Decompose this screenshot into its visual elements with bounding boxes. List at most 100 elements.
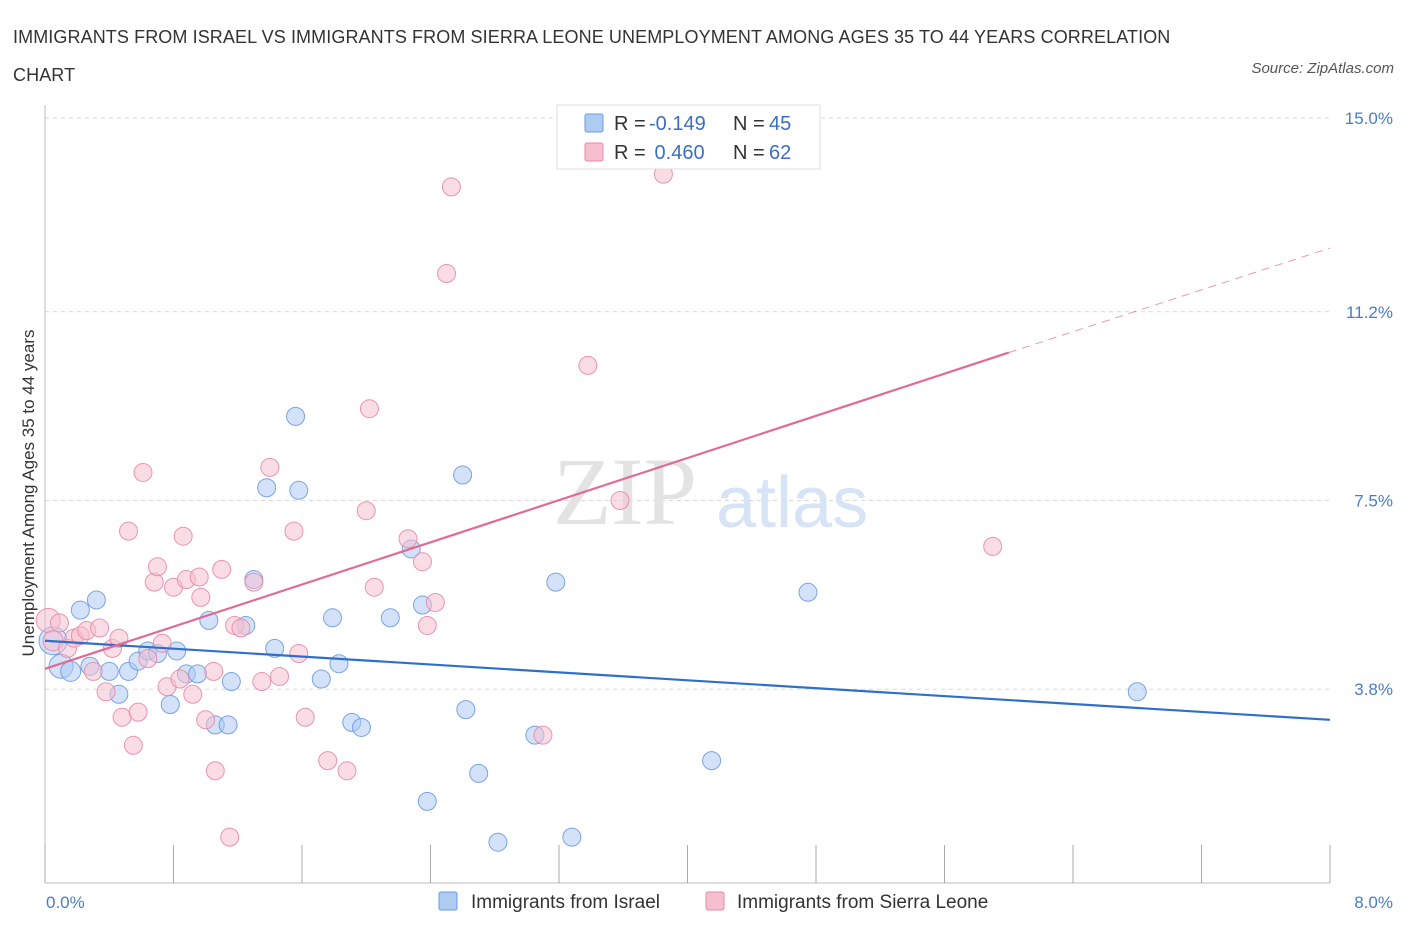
sierra-leone-point — [398, 529, 418, 549]
sierra-leone-point — [260, 457, 280, 477]
sierra-leone-point — [578, 355, 598, 375]
sierra-leone-point — [359, 399, 379, 419]
legend-sierra-r-label: R = — [614, 142, 646, 164]
sierra-leone-point — [412, 552, 432, 572]
israel-point — [456, 700, 476, 720]
bottom-legend: Immigrants from Israel Immigrants from S… — [438, 891, 988, 913]
sierra-leone-point — [123, 735, 143, 755]
israel-point — [562, 827, 582, 847]
y-tick-label: 7.5% — [1354, 492, 1393, 511]
israel-point — [286, 406, 306, 426]
chart-title: IMMIGRANTS FROM ISRAEL VS IMMIGRANTS FRO… — [13, 27, 1171, 85]
sierra-leone-point — [270, 666, 290, 686]
israel-point — [1127, 682, 1147, 702]
trend-layer — [44, 247, 1331, 721]
sierra-leone-point — [533, 725, 553, 745]
israel-point — [469, 763, 489, 783]
y-axis-title: Unemployment Among Ages 35 to 44 years — [19, 330, 38, 657]
sierra-leone-point — [128, 702, 148, 722]
legend-israel-n-value: 45 — [769, 113, 791, 135]
watermark: ZIP atlas — [553, 438, 868, 545]
israel-point — [86, 590, 106, 610]
sierra-leone-point — [212, 559, 232, 579]
sierra-leone-point — [437, 264, 457, 284]
sierra-leone-point — [231, 618, 251, 638]
legend-israel-r-value: -0.149 — [649, 113, 706, 135]
legend-sierra-swatch — [584, 142, 604, 162]
sierra-leone-point — [204, 661, 224, 681]
sierra-leone-point — [183, 684, 203, 704]
legend-israel-swatch — [584, 113, 604, 133]
x-tick-label: 0.0% — [46, 893, 85, 912]
sierra-leone-point — [983, 536, 1003, 556]
israel-point — [257, 478, 277, 498]
israel-point — [798, 582, 818, 602]
israel-point — [311, 669, 331, 689]
sierra-leone-point — [173, 526, 193, 546]
sierra-leone-point — [83, 661, 103, 681]
y-tick-label: 15.0% — [1345, 109, 1393, 128]
legend-sierra-n-value: 62 — [769, 142, 791, 164]
x-tick-label: 8.0% — [1354, 893, 1393, 912]
y-tick-label: 3.8% — [1354, 680, 1393, 699]
israel-point — [221, 672, 241, 692]
bottom-legend-israel-label: Immigrants from Israel — [471, 892, 660, 913]
sierra-leone-point — [144, 572, 164, 592]
sierra-leone-point — [425, 593, 445, 612]
sierra-leone-point — [337, 761, 357, 781]
israel-point — [218, 715, 238, 735]
sierra-leone-point — [318, 751, 338, 771]
israel-point — [99, 661, 119, 681]
bottom-legend-sierra-swatch — [705, 891, 725, 911]
chart-source: Source: ZipAtlas.com — [1251, 60, 1394, 77]
bottom-legend-israel-swatch — [438, 891, 458, 911]
legend-israel-n-label: N = — [733, 113, 765, 135]
y-tick-label: 11.2% — [1346, 303, 1393, 322]
sierra-leone-point — [138, 649, 158, 669]
sierra-leone-point — [170, 669, 190, 689]
grid-layer — [45, 117, 1330, 690]
sierra-leone-point — [112, 707, 132, 727]
sierra-leone-point — [147, 557, 167, 577]
israel-point — [60, 660, 82, 682]
sierra-leone-point — [220, 827, 240, 847]
sierra-leone-point — [133, 462, 153, 482]
sierra-leone-point — [205, 761, 225, 781]
sierra-leone-point — [96, 682, 116, 702]
sierra-leone-point — [284, 521, 304, 541]
israel-point — [265, 638, 285, 658]
sierra-leone-point — [196, 710, 216, 730]
watermark-zip: ZIP — [553, 438, 697, 545]
sierra-leone-point — [295, 707, 315, 727]
sierra-leone-point — [417, 615, 437, 635]
sierra-leone-point — [49, 613, 69, 633]
sierra-leone-point — [191, 587, 211, 607]
israel-point — [188, 664, 208, 684]
israel-point — [70, 600, 90, 620]
sierra-leone-point — [441, 177, 461, 197]
israel-point — [351, 717, 371, 737]
israel-point — [546, 572, 566, 592]
sierra-leone-point — [244, 572, 264, 592]
israel-point — [417, 791, 437, 811]
israel-point — [702, 751, 722, 771]
legend-sierra-r-value: 0.460 — [649, 142, 705, 164]
sierra-leone-point — [90, 618, 110, 638]
sierra-leone-point — [119, 521, 139, 541]
axis-layer: 3.8% 7.5% 11.2% 15.0% 0.0% 8.0% — [44, 105, 1393, 912]
sierra-leone-point — [356, 501, 376, 521]
bottom-legend-sierra-label: Immigrants from Sierra Leone — [737, 892, 988, 913]
israel-point — [380, 608, 400, 628]
sierra-leone-point — [152, 633, 172, 653]
israel-point — [488, 832, 508, 852]
top-legend: R = -0.149 N = 45 R = 0.460 N = 62 — [556, 104, 821, 170]
israel-point — [453, 465, 473, 485]
sierra-leone-point — [610, 491, 630, 510]
sierra-leone-trend-extension — [1008, 247, 1331, 354]
israel-trend-line — [44, 639, 1331, 721]
sierra-leone-point — [364, 577, 384, 597]
watermark-atlas: atlas — [716, 463, 868, 543]
israel-point — [289, 480, 309, 500]
sierra-leone-point — [252, 672, 272, 692]
